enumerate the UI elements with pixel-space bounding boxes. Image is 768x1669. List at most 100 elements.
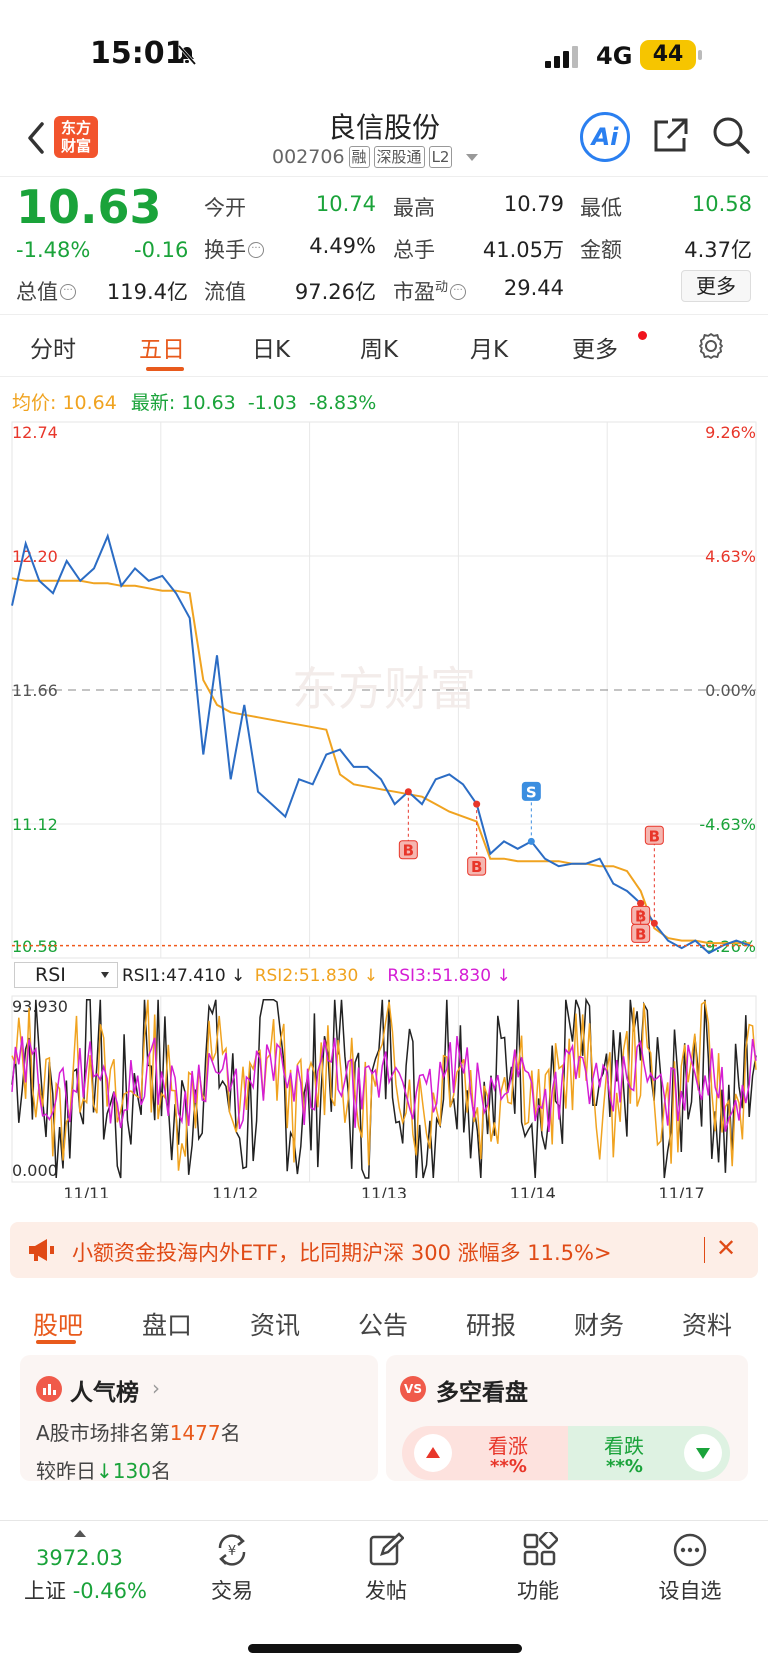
trade-mark-label: B: [649, 827, 660, 845]
x-tick-label: 11/11: [63, 1184, 109, 1198]
index-name: 上证: [24, 1579, 66, 1603]
tab-forum[interactable]: 股吧: [33, 1311, 84, 1340]
latest-label: 最新:: [130, 392, 176, 414]
x-axis-labels: 11/11 11/12 11/13 11/14 11/17: [63, 1184, 704, 1198]
bullish-label: 看涨: [488, 1434, 528, 1458]
tab-intraday[interactable]: 分时: [30, 337, 76, 363]
expand-up-icon[interactable]: [74, 1530, 86, 1537]
avg-value: 10.64: [62, 392, 117, 414]
divider: [0, 176, 768, 177]
rsi-panel-frame: [11, 995, 757, 1183]
avg-price-line: [11, 577, 750, 945]
index-line[interactable]: 上证 -0.46%: [24, 1575, 147, 1605]
signal-icon: [545, 46, 578, 68]
y-tick-label: 11.66: [12, 681, 58, 700]
tab-financials[interactable]: 财务: [574, 1311, 625, 1340]
chevron-right-icon: ›: [152, 1376, 160, 1400]
y-tick-label: 12.20: [12, 547, 58, 566]
sentiment-title: 多空看盘: [436, 1380, 528, 1406]
more-circle-icon[interactable]: [672, 1532, 708, 1568]
promo-text[interactable]: 小额资金投海内外ETF，比同期沪深 300 涨幅多 11.5%>: [72, 1241, 612, 1265]
open-label: 今开: [204, 196, 246, 220]
amount-label: 金额: [580, 238, 622, 262]
change-amount: -0.16: [134, 238, 189, 262]
y-tick-label: 11.12: [12, 815, 58, 834]
y-tick-label: 10.58: [12, 937, 58, 956]
trade-mark-dot: [637, 899, 645, 907]
gear-icon[interactable]: [695, 330, 727, 362]
trade-mark-dot: [404, 788, 412, 796]
buy-mark: [398, 840, 418, 860]
trade-mark-label: S: [526, 783, 537, 801]
rsi-line: [11, 1036, 757, 1132]
latest-change: -1.03: [247, 392, 297, 414]
tab-five-day[interactable]: 五日: [139, 337, 185, 363]
indicator-select[interactable]: RSI: [14, 962, 118, 988]
trade-icon[interactable]: ¥: [214, 1532, 250, 1568]
nav-add-watchlist[interactable]: 设自选: [658, 1579, 722, 1603]
tab-announcements[interactable]: 公告: [358, 1311, 409, 1340]
rsi-max-label: 93.930: [12, 997, 68, 1016]
pe-label-wrap[interactable]: 市盈动 ···: [393, 276, 467, 306]
rank-value: 1477: [169, 1421, 221, 1445]
popularity-card[interactable]: [20, 1355, 378, 1481]
search-icon[interactable]: [710, 114, 752, 156]
apps-icon[interactable]: [522, 1532, 558, 1568]
y-pct-tick-label: 0.00%: [705, 681, 756, 700]
tag-margin: 融: [348, 146, 370, 168]
stock-name[interactable]: 良信股份: [327, 111, 440, 144]
pe-label: 市盈: [393, 280, 435, 304]
home-indicator: [248, 1644, 522, 1653]
tab-orderbook[interactable]: 盘口: [142, 1311, 193, 1340]
tab-monthly-k[interactable]: 月K: [470, 337, 509, 363]
float-label: 流值: [204, 280, 246, 304]
nav-post[interactable]: 发帖: [365, 1579, 407, 1603]
buy-mark: [467, 856, 487, 876]
share-icon[interactable]: [650, 116, 690, 156]
nav-functions[interactable]: 功能: [517, 1579, 559, 1603]
five-day-chart[interactable]: 东方财富 12.74 9.26% 12.20 4.63% 11.66 0.00% 11.12…: [0, 418, 768, 1198]
more-quote-button[interactable]: 更多: [681, 270, 751, 302]
tab-research[interactable]: 研报: [466, 1311, 517, 1340]
tab-weekly-k[interactable]: 周K: [360, 337, 399, 363]
open-value: 10.74: [315, 192, 376, 216]
latest-value: 10.63: [181, 392, 236, 414]
compare-suffix: 名: [150, 1459, 171, 1483]
battery-cap: [698, 50, 702, 60]
indicator-select-label: RSI: [35, 964, 66, 986]
svg-text:¥: ¥: [228, 1544, 236, 1559]
pe-value: 29.44: [503, 276, 564, 300]
mktcap-value: 119.4亿: [106, 280, 188, 304]
stock-code: 002706: [272, 146, 345, 168]
close-icon[interactable]: ✕: [716, 1234, 737, 1262]
turnover-value: 4.49%: [309, 234, 376, 258]
divider: [704, 1237, 705, 1263]
index-value[interactable]: 3972.03: [36, 1546, 123, 1570]
x-tick-label: 11/14: [510, 1184, 556, 1198]
high-value: 10.79: [503, 192, 564, 216]
rsi3-value: RSI3:51.830 ↓: [387, 966, 511, 986]
tab-more[interactable]: 更多: [572, 337, 618, 363]
rsi-values: RSI1:47.410 ↓ RSI2:51.830 ↓ RSI3:51.830 …: [122, 966, 511, 986]
turnover-label-wrap[interactable]: 换手 ···: [204, 234, 264, 264]
vs-icon: VS: [400, 1376, 426, 1402]
promo-banner[interactable]: [10, 1222, 758, 1278]
stock-code-row[interactable]: 002706 融 深股通 L2: [272, 146, 479, 168]
tab-news[interactable]: 资讯: [250, 1311, 301, 1340]
battery-indicator: 44: [640, 40, 696, 70]
x-tick-label: 11/12: [212, 1184, 258, 1198]
tab-profile[interactable]: 资料: [682, 1311, 733, 1340]
nav-trade[interactable]: 交易: [211, 1579, 253, 1603]
mktcap-label-wrap[interactable]: 总值 ···: [16, 276, 76, 306]
rsi1-value: RSI1:47.410 ↓: [122, 966, 246, 986]
chevron-down-icon: [101, 972, 109, 978]
rsi-line: [11, 999, 757, 1171]
back-icon[interactable]: [22, 118, 52, 158]
avg-label: 均价:: [12, 392, 57, 414]
ai-button[interactable]: Ai: [580, 112, 630, 162]
arrow-down-icon: ↓: [96, 1459, 113, 1483]
tab-daily-k[interactable]: 日K: [252, 337, 291, 363]
mktcap-label: 总值: [16, 280, 58, 304]
post-icon[interactable]: [368, 1532, 404, 1568]
